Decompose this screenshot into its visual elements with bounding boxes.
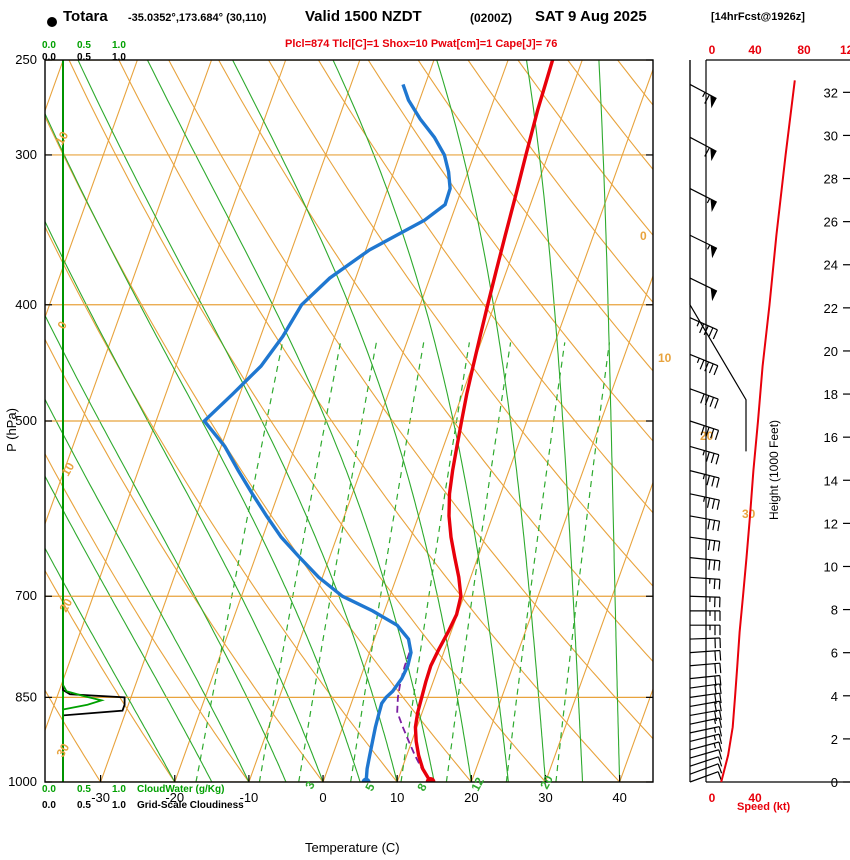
svg-text:26: 26	[824, 215, 838, 230]
svg-text:1000: 1000	[8, 774, 37, 789]
svg-text:-30: -30	[91, 790, 110, 805]
cloudiness-top-tick-2: 1.0	[112, 52, 126, 63]
cloudwater-bot-tick-2: 1.0	[112, 784, 126, 795]
svg-text:30: 30	[53, 741, 72, 760]
svg-text:8: 8	[831, 603, 838, 618]
svg-text:40: 40	[612, 790, 626, 805]
svg-text:30: 30	[538, 790, 552, 805]
svg-text:0: 0	[709, 791, 716, 805]
cloudiness-bot-tick-2: 1.0	[112, 800, 126, 811]
svg-text:10: 10	[658, 351, 672, 365]
valid-utc: (0200Z)	[470, 11, 513, 25]
temperature-axis-label: Temperature (C)	[305, 840, 400, 855]
svg-text:20: 20	[824, 344, 838, 359]
svg-text:40: 40	[748, 791, 762, 805]
cloudiness-top-tick-1: 0.5	[77, 52, 91, 63]
stability-indices: Plcl=874 Tlcl[C]=1 Shox=10 Pwat[cm]=1 Ca…	[285, 38, 558, 50]
svg-text:16: 16	[824, 430, 838, 445]
station-coords: -35.0352°,173.684° (30,110)	[128, 12, 267, 24]
cloudiness-axis-label: Grid-Scale Cloudiness	[137, 800, 244, 811]
svg-text:P (hPa): P (hPa)	[4, 408, 19, 452]
cloudiness-top-tick-0: 0.0	[42, 52, 56, 63]
svg-text:250: 250	[15, 52, 37, 67]
cloudiness-bot-tick-0: 0.0	[42, 800, 56, 811]
svg-text:18: 18	[824, 387, 838, 402]
svg-text:10: 10	[58, 460, 77, 479]
svg-text:0: 0	[319, 790, 326, 805]
svg-text:120: 120	[840, 43, 850, 57]
cloudwater-top-tick-0: 0.0	[42, 40, 56, 51]
svg-text:22: 22	[824, 301, 838, 316]
svg-text:40: 40	[748, 43, 762, 57]
cloudwater-top-tick-1: 0.5	[77, 40, 91, 51]
svg-text:10: 10	[390, 790, 404, 805]
svg-text:30: 30	[824, 128, 838, 143]
svg-text:12: 12	[824, 516, 838, 531]
svg-text:0: 0	[831, 775, 838, 790]
cloudwater-bot-tick-0: 0.0	[42, 784, 56, 795]
svg-text:12: 12	[468, 775, 487, 794]
svg-text:20: 20	[700, 429, 714, 443]
svg-text:400: 400	[15, 297, 37, 312]
svg-text:32: 32	[824, 85, 838, 100]
speed-axis-label: Speed (kt)	[737, 801, 791, 813]
cloudwater-axis-label: CloudWater (g/Kg)	[137, 784, 225, 795]
cloudwater-bot-tick-1: 0.5	[77, 784, 91, 795]
svg-text:0: 0	[709, 43, 716, 57]
forecast-stamp: [14hrFcst@1926z]	[711, 11, 805, 23]
valid-date: SAT 9 Aug 2025	[535, 8, 647, 25]
svg-text:2: 2	[831, 732, 838, 747]
svg-text:3: 3	[302, 779, 318, 792]
cloudwater-top-tick-2: 1.0	[112, 40, 126, 51]
bullet-marker	[47, 17, 57, 27]
svg-text:6: 6	[831, 646, 838, 661]
valid-time: Valid 1500 NZDT	[305, 8, 422, 25]
svg-text:10: 10	[824, 559, 838, 574]
header-bar	[0, 6, 850, 36]
svg-text:20: 20	[537, 773, 556, 792]
svg-text:14: 14	[824, 473, 838, 488]
svg-text:80: 80	[797, 43, 811, 57]
svg-text:20: 20	[464, 790, 478, 805]
svg-text:500: 500	[15, 413, 37, 428]
svg-text:4: 4	[831, 689, 838, 704]
svg-text:24: 24	[824, 258, 838, 273]
svg-text:0: 0	[640, 229, 647, 243]
svg-text:30: 30	[742, 507, 756, 521]
cloudiness-bot-tick-1: 0.5	[77, 800, 91, 811]
station-name: Totara	[63, 8, 108, 25]
svg-text:-20: -20	[165, 790, 184, 805]
svg-text:20: 20	[56, 596, 75, 615]
svg-text:Height (1000 Feet): Height (1000 Feet)	[767, 420, 781, 520]
svg-text:28: 28	[824, 172, 838, 187]
svg-text:10: 10	[52, 129, 71, 148]
svg-text:-10: -10	[240, 790, 259, 805]
svg-text:850: 850	[15, 689, 37, 704]
svg-text:700: 700	[15, 588, 37, 603]
svg-text:300: 300	[15, 147, 37, 162]
